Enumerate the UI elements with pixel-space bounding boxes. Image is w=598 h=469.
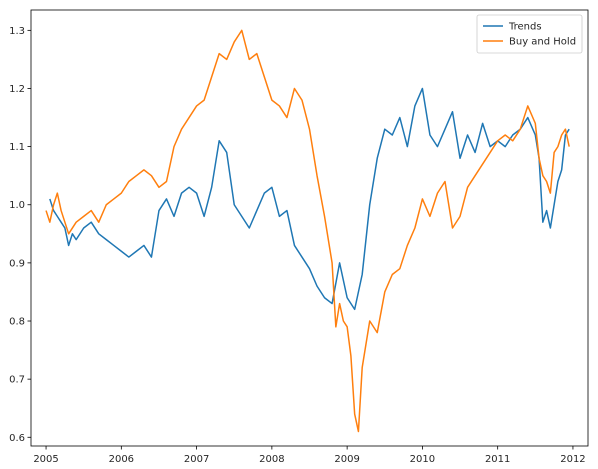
y-tick-label: 0.8 — [9, 317, 25, 328]
x-tick-label: 2012 — [560, 454, 585, 465]
y-tick-label: 1.0 — [9, 200, 25, 211]
x-tick-label: 2008 — [259, 454, 284, 465]
plot-frame — [30, 9, 589, 447]
y-tick-label: 0.6 — [9, 433, 25, 444]
legend-box — [476, 14, 583, 54]
axes-layer: 2005 2006 2007 2008 2009 2010 2011 2012 0.6 0.7 0.… — [9, 9, 589, 465]
legend: Trends Buy and Hold — [476, 14, 583, 54]
series-layer — [45, 29, 570, 433]
x-tick-label: 2010 — [410, 454, 435, 465]
legend-label: Buy and Hold — [509, 37, 576, 48]
series-line-buy-and-hold — [45, 29, 570, 433]
x-tick-label: 2009 — [334, 454, 359, 465]
x-tick-label: 2011 — [485, 454, 510, 465]
x-tick-label: 2005 — [33, 454, 58, 465]
y-tick-label: 1.3 — [9, 26, 25, 37]
series-line-trends — [49, 87, 570, 311]
legend-label: Trends — [508, 22, 542, 33]
y-tick-label: 1.1 — [9, 142, 25, 153]
y-tick-label: 1.2 — [9, 84, 25, 95]
y-tick-label: 0.9 — [9, 258, 25, 269]
x-tick-label: 2006 — [109, 454, 134, 465]
x-tick-label: 2007 — [184, 454, 209, 465]
y-tick-label: 0.7 — [9, 375, 25, 386]
